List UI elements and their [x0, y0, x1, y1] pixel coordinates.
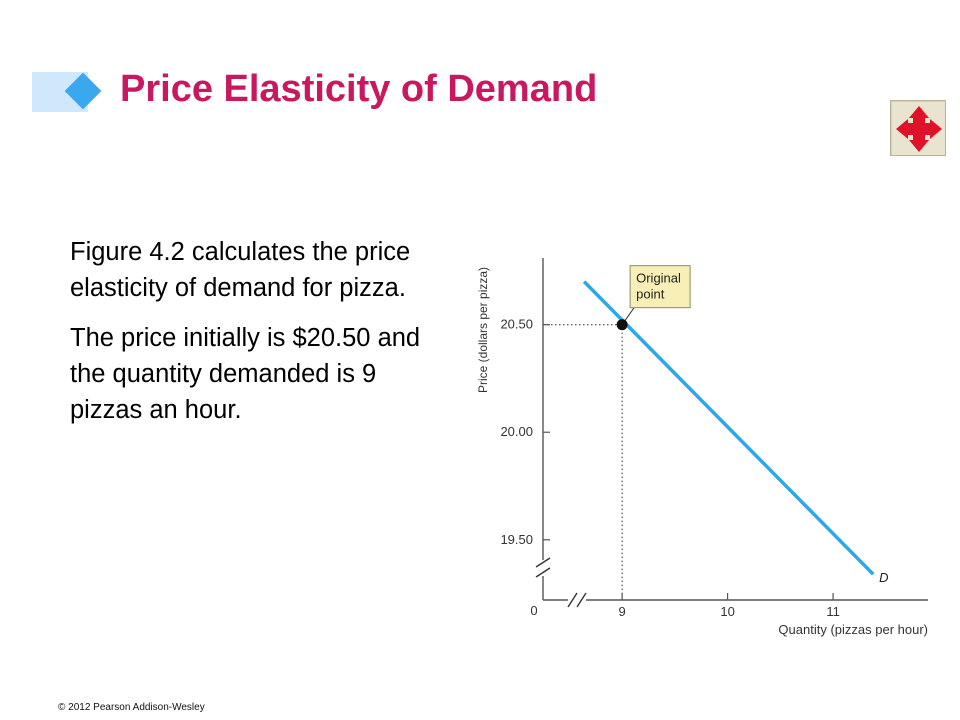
footer-copyright: © 2012 Pearson Addison-Wesley: [58, 702, 205, 713]
callout-text-line-0: Original: [636, 271, 681, 286]
original-point-marker: [616, 319, 628, 331]
four-way-arrows-icon: [896, 106, 942, 152]
x-tick-label-2: 11: [826, 604, 840, 619]
x-tick-label-0: 9: [618, 604, 625, 619]
original-point-callout: [629, 265, 691, 309]
chart-axes: [535, 258, 928, 608]
paragraph-initial-price: The price initially is $20.50 and the qu…: [70, 324, 421, 424]
navigation-button[interactable]: [890, 100, 946, 156]
paragraph-figure-intro: Figure 4.2 calculates the price elastici…: [70, 238, 411, 302]
body-text: Figure 4.2 calculates the price elastici…: [70, 234, 430, 442]
x-tick-label-1: 10: [720, 604, 734, 619]
demand-curve: [582, 280, 875, 576]
x-axis-break: [567, 592, 587, 608]
page-title: Price Elasticity of Demand: [120, 68, 598, 110]
demand-curve-label: D: [879, 570, 888, 585]
callout-text-line-1: point: [636, 287, 665, 302]
y-axis-label: Price (dollars per pizza): [476, 267, 490, 393]
y-tick-label-1: 20.00: [500, 424, 533, 439]
origin-label: 0: [530, 603, 537, 618]
y-axis-break: [535, 557, 551, 578]
y-tick-label-0: 19.50: [500, 532, 533, 547]
y-tick-label-2: 20.50: [500, 317, 533, 332]
x-axis-label: Quantity (pizzas per hour): [778, 622, 928, 637]
